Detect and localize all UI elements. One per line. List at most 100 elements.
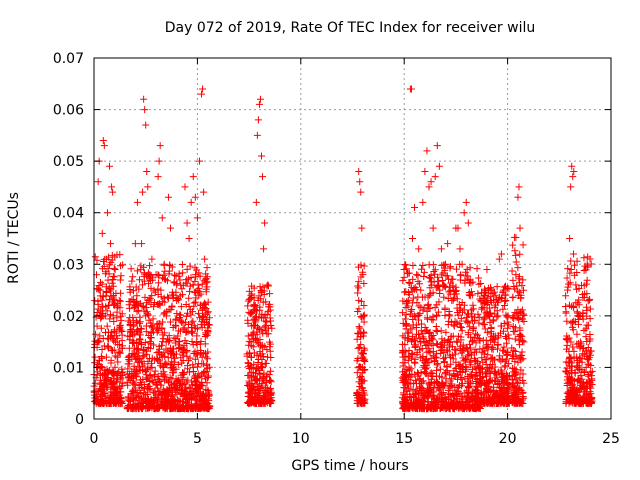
data-point: [446, 312, 454, 320]
data-point: [576, 343, 584, 351]
data-point: [154, 279, 162, 287]
data-point: [167, 306, 175, 314]
data-point: [584, 372, 592, 380]
data-point: [474, 290, 482, 298]
data-point: [124, 360, 132, 368]
data-point: [464, 319, 472, 327]
data-point: [563, 274, 571, 282]
data-point: [106, 396, 114, 404]
data-point: [119, 261, 127, 269]
data-point: [433, 142, 441, 150]
data-point: [462, 363, 470, 371]
data-point: [446, 263, 454, 271]
data-point: [447, 360, 455, 368]
data-point: [184, 376, 192, 384]
data-point: [251, 399, 259, 407]
data-point: [205, 372, 213, 380]
data-point: [186, 390, 194, 398]
data-point: [142, 121, 150, 129]
data-point: [183, 219, 191, 227]
data-point: [445, 275, 453, 283]
data-point: [496, 352, 504, 360]
data-point: [411, 355, 419, 363]
data-point: [202, 270, 210, 278]
data-point: [407, 365, 415, 373]
data-point: [441, 266, 449, 274]
data-point: [183, 309, 191, 317]
data-point: [509, 313, 517, 321]
data-point: [360, 344, 368, 352]
data-point: [200, 188, 208, 196]
data-point: [511, 328, 519, 336]
data-point: [118, 344, 126, 352]
data-point: [475, 274, 483, 282]
data-point: [473, 383, 481, 391]
data-point: [570, 377, 578, 385]
data-point: [566, 279, 574, 287]
data-point: [425, 379, 433, 387]
data-point: [97, 314, 105, 322]
data-point: [126, 397, 134, 405]
data-point: [402, 322, 410, 330]
data-point: [191, 395, 199, 403]
data-point: [97, 352, 105, 360]
data-point: [110, 264, 118, 272]
y-tick-label: 0.02: [53, 309, 84, 325]
data-point: [401, 315, 409, 323]
data-point: [243, 350, 251, 358]
data-point: [153, 320, 161, 328]
data-point: [399, 309, 407, 317]
data-point: [110, 295, 118, 303]
data-point: [128, 277, 136, 285]
data-point: [463, 265, 471, 273]
data-point: [511, 372, 519, 380]
data-point: [450, 286, 458, 294]
data-point: [569, 173, 577, 181]
data-point: [131, 330, 139, 338]
data-point: [511, 309, 519, 317]
data-point: [491, 367, 499, 375]
data-point: [570, 250, 578, 258]
data-point: [109, 347, 117, 355]
data-point: [425, 330, 433, 338]
data-point: [512, 384, 520, 392]
plot-frame: [93, 57, 612, 420]
data-point: [117, 374, 125, 382]
data-point: [173, 384, 181, 392]
data-point: [191, 298, 199, 306]
data-point: [256, 352, 264, 360]
data-point: [475, 403, 483, 411]
data-point: [181, 380, 189, 388]
data-point: [405, 404, 413, 412]
data-point: [399, 359, 407, 367]
data-point: [488, 361, 496, 369]
data-point: [409, 294, 417, 302]
data-point: [100, 142, 108, 150]
data-point: [355, 278, 363, 286]
data-point: [468, 317, 476, 325]
data-point: [471, 313, 479, 321]
data-point: [453, 383, 461, 391]
data-point: [421, 363, 429, 371]
data-point: [165, 332, 173, 340]
data-point: [457, 393, 465, 401]
data-point: [436, 365, 444, 373]
data-point: [358, 224, 366, 232]
data-point: [258, 398, 266, 406]
data-point: [257, 399, 265, 407]
data-point: [493, 400, 501, 408]
data-point: [196, 340, 204, 348]
data-point: [468, 374, 476, 382]
data-point: [402, 265, 410, 273]
data-point: [357, 312, 365, 320]
data-point: [193, 351, 201, 359]
data-point: [456, 364, 464, 372]
data-point: [464, 329, 472, 337]
data-point: [154, 355, 162, 363]
data-point: [193, 214, 201, 222]
data-point: [571, 318, 579, 326]
data-point: [418, 401, 426, 409]
data-point: [493, 389, 501, 397]
data-point: [111, 338, 119, 346]
